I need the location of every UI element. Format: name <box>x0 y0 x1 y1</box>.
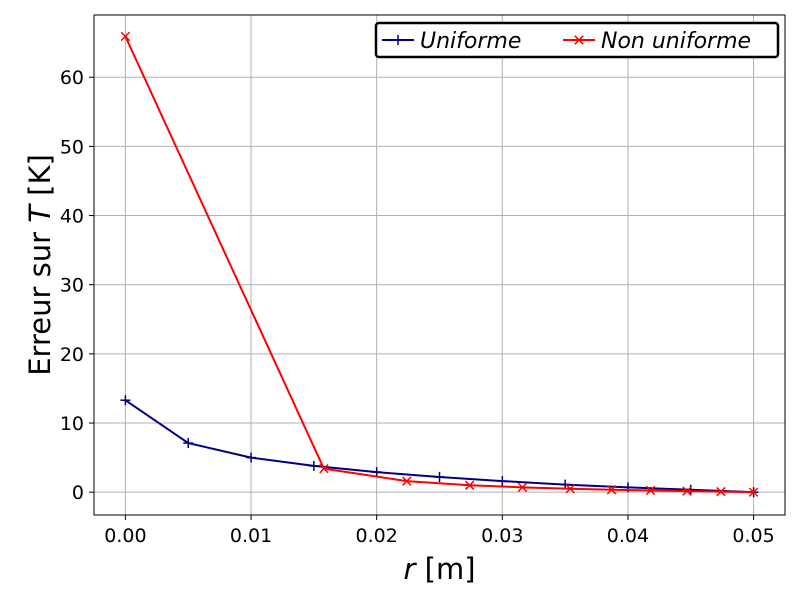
ticks: 0.00 0.01 0.02 0.03 0.04 0.05 0 10 20 30 40 50 60 <box>60 67 775 547</box>
series-group <box>120 31 759 498</box>
data-point-non-uniforme <box>565 483 575 494</box>
data-point-uniforme <box>120 395 131 406</box>
y-axis-label: Erreur sur T [K] <box>23 154 57 376</box>
y-tick-label: 20 <box>60 344 84 366</box>
y-axis-variable: T <box>23 203 57 223</box>
legend-marker-symbol <box>393 35 403 45</box>
x-tick-label: 0.01 <box>230 525 272 547</box>
data-point-uniforme <box>246 452 257 463</box>
legend-label-uniforme: Uniforme <box>420 29 521 54</box>
data-point-uniforme <box>371 467 382 478</box>
y-axis-text: Erreur sur <box>23 223 57 376</box>
x-tick-label: 0.04 <box>607 525 649 547</box>
y-tick-label: 0 <box>72 482 84 504</box>
data-point-non-uniforme <box>464 480 475 490</box>
data-point-uniforme <box>308 460 319 471</box>
data-point-uniforme <box>497 476 508 487</box>
legend-marker-non-uniforme <box>574 35 584 45</box>
y-tick-label: 50 <box>60 136 84 158</box>
y-tick-label: 40 <box>60 206 84 228</box>
x-axis-label: r [m] <box>403 552 475 586</box>
data-point-non-uniforme <box>319 463 329 474</box>
y-tick-label: 60 <box>60 67 84 89</box>
x-tick-label: 0.00 <box>104 525 146 547</box>
data-point-non-uniforme <box>402 476 412 486</box>
y-tick-label: 10 <box>60 413 84 435</box>
x-tick-label: 0.05 <box>732 525 774 547</box>
x-tick-label: 0.03 <box>481 525 523 547</box>
data-point-non-uniforme <box>748 487 759 497</box>
y-tick-label: 30 <box>60 275 84 297</box>
legend-label-non-uniforme: Non uniforme <box>601 29 751 54</box>
legend: Uniforme Non uniforme <box>374 21 780 59</box>
grid <box>94 15 785 515</box>
legend-marker-uniforme <box>393 35 403 45</box>
x-axis-unit: [m] <box>415 552 475 586</box>
data-point-uniforme <box>434 471 445 482</box>
data-point-non-uniforme <box>716 486 726 497</box>
x-tick-label: 0.02 <box>356 525 398 547</box>
plot-frame <box>93 14 786 516</box>
data-point-uniforme <box>183 438 194 449</box>
data-point-non-uniforme <box>606 485 617 495</box>
data-point-non-uniforme <box>682 486 692 496</box>
series-non-uniforme <box>120 31 759 497</box>
data-point-non-uniforme <box>120 31 131 42</box>
data-point-non-uniforme <box>517 482 528 493</box>
x-axis-variable: r <box>403 552 417 586</box>
data-point-non-uniforme <box>645 485 656 496</box>
y-axis-unit: [K] <box>23 154 57 205</box>
legend-marker-symbol <box>574 35 584 45</box>
